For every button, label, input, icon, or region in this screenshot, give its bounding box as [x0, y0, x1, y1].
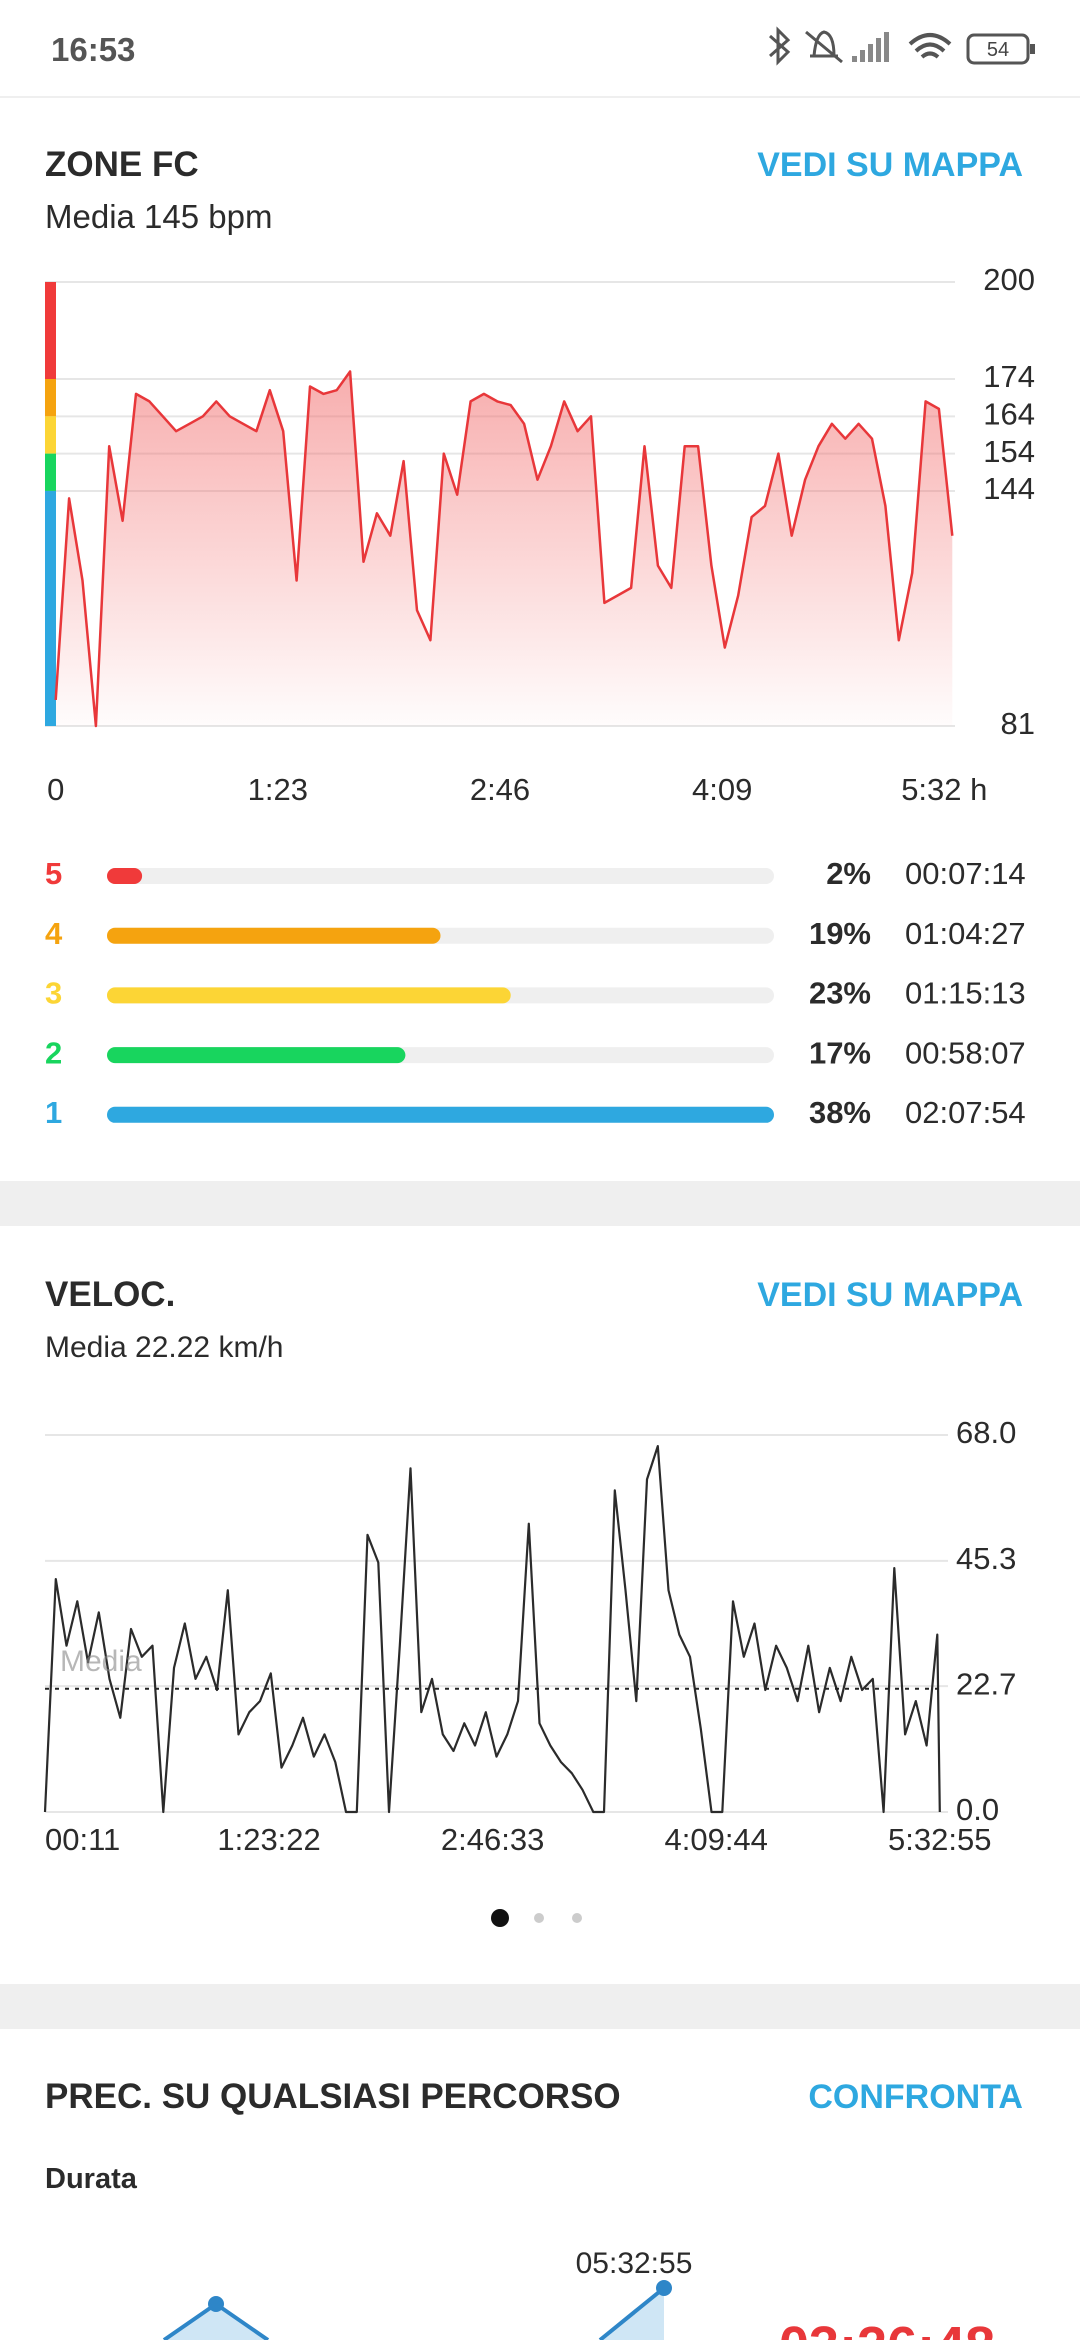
speed-subtitle: Media 22.22 km/h — [45, 1331, 283, 1364]
speed-title: VELOC. — [45, 1275, 175, 1314]
zone-number: 3 — [45, 976, 62, 1011]
zone-bar — [107, 868, 143, 884]
zone-bar — [107, 1106, 774, 1123]
data-line — [54, 370, 954, 728]
compare-link[interactable]: CONFRONTA — [808, 2078, 1023, 2116]
y-tick-label: 22.7 — [956, 1666, 1016, 1701]
compare-title: PREC. SU QUALSIASI PERCORSO — [45, 2077, 621, 2116]
compare-line — [598, 2286, 666, 2340]
bell-off-icon — [805, 30, 843, 64]
zone-time: 00:07:14 — [905, 856, 1026, 891]
zone-track — [107, 868, 774, 884]
zone-bar — [107, 927, 441, 944]
compare-area — [164, 2304, 268, 2340]
zone-percent: 23% — [809, 976, 871, 1011]
zone-bar — [107, 1047, 406, 1064]
zone-number: 5 — [45, 856, 62, 891]
compare-result: 03:26:48 — [779, 2316, 995, 2340]
signal-icon — [852, 32, 889, 62]
mean-label: Media — [60, 1645, 142, 1678]
compare-point — [656, 2280, 672, 2296]
zone-percent: 38% — [809, 1095, 871, 1130]
bluetooth-icon — [769, 26, 791, 66]
zone-time: 02:07:54 — [905, 1095, 1026, 1130]
zone-band — [45, 282, 56, 380]
compare-card — [0, 2029, 1080, 2340]
status-icons — [769, 26, 1035, 66]
zone-percent: 2% — [826, 856, 871, 891]
x-tick-label: 2:46:33 — [441, 1822, 544, 1857]
status-time: 16:53 — [51, 31, 135, 68]
x-tick-label: 1:23:22 — [217, 1822, 320, 1857]
y-tick-label: 164 — [983, 397, 1035, 432]
y-tick-label: 154 — [983, 434, 1035, 469]
zone-band — [45, 453, 56, 491]
x-tick-label: 5:32 h — [901, 772, 987, 807]
x-tick-label: 1:23 — [248, 772, 308, 807]
zone-number: 2 — [45, 1035, 62, 1070]
x-tick-label: 00:11 — [45, 1822, 120, 1857]
zone-bar — [107, 987, 511, 1004]
x-tick-label: 0 — [47, 772, 64, 807]
y-tick-label: 144 — [983, 471, 1035, 506]
y-tick-label: 68.0 — [956, 1415, 1016, 1450]
speed-map-link[interactable]: VEDI SU MAPPA — [757, 1276, 1023, 1314]
battery-tip — [1030, 44, 1035, 54]
hr-title: ZONE FC — [45, 145, 199, 184]
page-dot[interactable] — [572, 1913, 582, 1923]
y-tick-label: 174 — [983, 359, 1035, 394]
battery-icon — [966, 33, 1030, 65]
speed-card — [0, 1226, 1080, 1984]
y-tick-label: 81 — [1001, 706, 1035, 741]
data-line — [43, 1445, 941, 1814]
x-tick-label: 2:46 — [470, 772, 530, 807]
zone-time: 01:15:13 — [905, 976, 1026, 1011]
zone-band — [45, 416, 56, 454]
battery-level: 54 — [987, 39, 1009, 61]
y-tick-label: 45.3 — [956, 1541, 1016, 1576]
x-tick-label: 4:09:44 — [664, 1822, 767, 1857]
page-dot-active[interactable] — [491, 1909, 509, 1927]
zone-number: 4 — [45, 916, 63, 951]
hr-subtitle: Media 145 bpm — [45, 198, 272, 235]
wifi-icon — [908, 33, 952, 59]
zone-band — [45, 490, 56, 726]
x-tick-label: 4:09 — [692, 772, 752, 807]
status-bar — [0, 0, 1080, 96]
zone-time: 01:04:27 — [905, 916, 1026, 951]
hr-map-link[interactable]: VEDI SU MAPPA — [757, 146, 1023, 184]
zone-number: 1 — [45, 1095, 62, 1130]
y-tick-label: 0.0 — [956, 1792, 999, 1827]
compare-metric: Durata — [45, 2163, 138, 2195]
page-dot[interactable] — [534, 1913, 544, 1923]
zone-percent: 19% — [809, 916, 871, 951]
zone-band — [45, 379, 56, 417]
zone-percent: 17% — [809, 1035, 871, 1070]
y-tick-label: 200 — [983, 262, 1035, 297]
compare-point — [208, 2296, 224, 2312]
zone-time: 00:58:07 — [905, 1035, 1026, 1070]
compare-point-label: 05:32:55 — [576, 2247, 693, 2280]
x-tick-label: 5:32:55 — [888, 1822, 991, 1857]
